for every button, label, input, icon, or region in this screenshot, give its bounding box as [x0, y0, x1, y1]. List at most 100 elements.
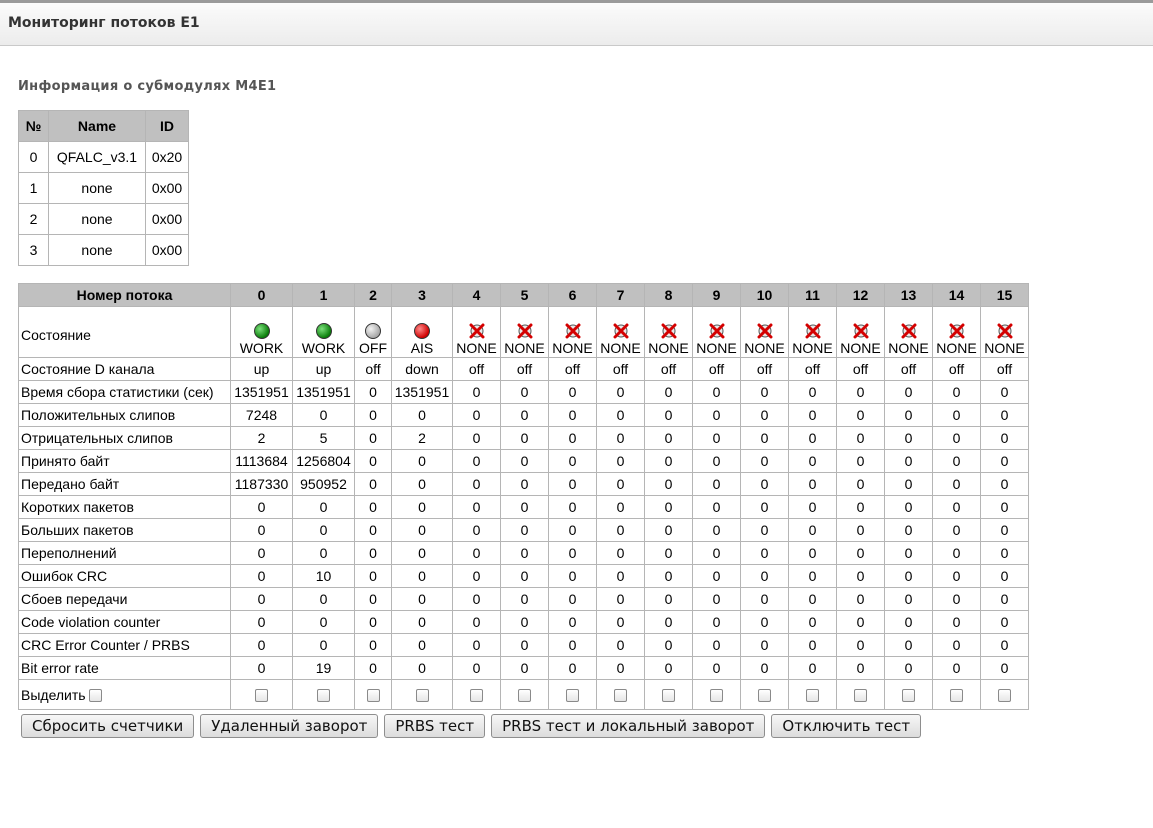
stream-select-checkbox-5[interactable]: [518, 689, 531, 703]
stream-state-text: NONE: [888, 340, 929, 356]
stats-value: 0: [548, 472, 597, 496]
cross-icon: [469, 323, 484, 339]
select-all-cell: Выделить: [18, 679, 231, 710]
stats-value: 0: [292, 403, 355, 427]
submodule-id: 0x00: [145, 172, 189, 204]
stats-value: 0: [452, 564, 501, 588]
stats-value: 0: [230, 495, 293, 519]
stats-value: 0: [452, 426, 501, 450]
stream-select-checkbox-8[interactable]: [662, 689, 675, 703]
stats-value: 0: [836, 403, 885, 427]
reset-counters-button[interactable]: Сбросить счетчики: [21, 714, 195, 738]
stats-value: off: [548, 357, 597, 381]
stream-select-checkbox-3[interactable]: [415, 689, 429, 703]
stats-value: off: [788, 357, 837, 381]
stream-select-checkbox-14[interactable]: [950, 689, 963, 703]
stream-select-checkbox-11[interactable]: [806, 689, 819, 703]
stats-value: 0: [354, 610, 392, 634]
stats-value: 0: [596, 426, 645, 450]
select-label: Выделить: [21, 686, 86, 703]
stream-select-checkbox-4[interactable]: [470, 689, 483, 703]
stats-value: 0: [596, 587, 645, 611]
stats-value: 0: [644, 495, 693, 519]
stats-value: 0: [740, 426, 789, 450]
stream-select-checkbox-1[interactable]: [317, 689, 330, 703]
stats-value: 0: [932, 403, 981, 427]
cross-icon: [805, 323, 820, 339]
stop-test-button[interactable]: Отключить тест: [771, 714, 922, 738]
stats-row-label: Состояние D канала: [18, 357, 231, 381]
stats-value: 0: [452, 633, 501, 657]
streams-header-row: Номер потока 0 1 2 3 4 5 6 7 8 9 10 11 12 13 14 15: [18, 283, 1029, 307]
stream-select-checkbox-13[interactable]: [902, 689, 915, 703]
cross-icon: [949, 323, 964, 339]
stats-value: 0: [500, 541, 549, 565]
stats-value: 0: [452, 472, 501, 496]
stream-select-checkbox-12[interactable]: [854, 689, 867, 703]
stats-value: 0: [596, 518, 645, 542]
stats-value: 0: [596, 472, 645, 496]
stats-value: 0: [884, 587, 933, 611]
stream-select-checkbox-0[interactable]: [255, 689, 268, 703]
stats-value: 0: [500, 633, 549, 657]
stats-value: 0: [548, 495, 597, 519]
submodule-number: 0: [18, 141, 49, 173]
stream-number-11: 11: [788, 283, 837, 307]
stats-value: 0: [788, 472, 837, 496]
stats-value: 0: [836, 426, 885, 450]
select-cell: [596, 679, 645, 710]
stats-value: 0: [452, 380, 501, 404]
stats-value: 0: [932, 449, 981, 473]
stats-value: 0: [500, 656, 549, 680]
submodule-name: none: [48, 172, 146, 204]
submodule-name: none: [48, 234, 146, 266]
stream-select-checkbox-10[interactable]: [758, 689, 771, 703]
remote-loopback-button[interactable]: Удаленный заворот: [200, 714, 379, 738]
submodule-id: 0x00: [145, 203, 189, 235]
prbs-test-button[interactable]: PRBS тест: [384, 714, 486, 738]
cross-icon: [901, 323, 916, 339]
stats-value: 0: [391, 449, 453, 473]
stats-value: 0: [500, 426, 549, 450]
select-cell: [548, 679, 597, 710]
stats-value: off: [452, 357, 501, 381]
cross-icon: [661, 323, 676, 339]
stream-select-checkbox-6[interactable]: [566, 689, 579, 703]
column-header-name: Name: [48, 110, 146, 142]
stream-number-7: 7: [596, 283, 645, 307]
stats-row-label: Сбоев передачи: [18, 587, 231, 611]
status-led-green-icon: [253, 323, 270, 339]
stats-value: 1256804: [292, 449, 355, 473]
stream-state-text: NONE: [456, 340, 497, 356]
stats-value: 0: [391, 633, 453, 657]
select-cell: [740, 679, 789, 710]
stream-state-14: NONE: [932, 306, 981, 358]
stats-value: 0: [500, 449, 549, 473]
stats-value: 0: [596, 403, 645, 427]
select-all-checkbox[interactable]: [89, 689, 103, 703]
stream-select-checkbox-15[interactable]: [998, 689, 1011, 703]
prbs-local-loopback-button[interactable]: PRBS тест и локальный заворот: [491, 714, 766, 738]
stream-select-checkbox-2[interactable]: [366, 689, 380, 703]
stats-value: 0: [354, 403, 392, 427]
stream-state-9: NONE: [692, 306, 741, 358]
column-header-number: №: [18, 110, 49, 142]
stream-select-checkbox-7[interactable]: [614, 689, 627, 703]
stream-state-4: NONE: [452, 306, 501, 358]
stream-select-checkbox-9[interactable]: [710, 689, 723, 703]
stats-value: 10: [292, 564, 355, 588]
stats-value: 0: [500, 564, 549, 588]
stream-state-text: NONE: [648, 340, 689, 356]
stats-value: 0: [452, 449, 501, 473]
stats-value: 0: [354, 472, 392, 496]
stats-row-label: Переполнений: [18, 541, 231, 565]
stats-value: 0: [980, 495, 1029, 519]
submodule-number: 3: [18, 234, 49, 266]
stats-value: 0: [740, 472, 789, 496]
cross-icon: [565, 323, 580, 339]
stats-value: 0: [391, 564, 453, 588]
stats-value: 0: [230, 610, 293, 634]
stats-value: 0: [884, 449, 933, 473]
stream-number-8: 8: [644, 283, 693, 307]
stats-value: 0: [500, 610, 549, 634]
